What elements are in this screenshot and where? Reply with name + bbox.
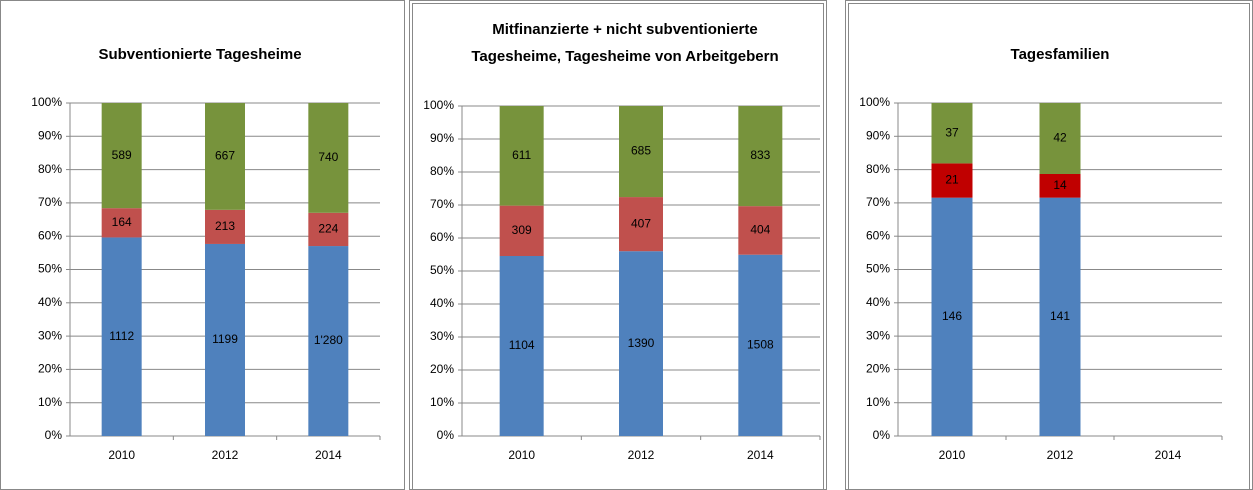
y-tick-label: 40% bbox=[430, 296, 454, 310]
y-tick-label: 10% bbox=[430, 395, 454, 409]
y-tick-label: 100% bbox=[859, 95, 890, 109]
data-label: 1'280 bbox=[314, 333, 343, 347]
y-tick-label: 90% bbox=[430, 131, 454, 145]
data-label: 833 bbox=[750, 148, 770, 162]
bar-segment bbox=[205, 103, 245, 210]
y-tick-label: 10% bbox=[866, 395, 890, 409]
data-label: 667 bbox=[215, 149, 235, 163]
y-tick-label: 70% bbox=[866, 195, 890, 209]
x-tick-label: 2014 bbox=[1155, 448, 1182, 462]
data-label: 309 bbox=[512, 223, 532, 237]
y-tick-label: 50% bbox=[430, 263, 454, 277]
bar-segment bbox=[931, 163, 973, 198]
y-tick-label: 0% bbox=[437, 428, 455, 442]
data-label: 164 bbox=[112, 215, 132, 229]
data-label: 42 bbox=[1053, 131, 1067, 145]
data-label: 685 bbox=[631, 144, 651, 158]
y-tick-label: 50% bbox=[38, 262, 62, 276]
y-tick-label: 40% bbox=[866, 295, 890, 309]
data-label: 589 bbox=[112, 148, 132, 162]
y-tick-label: 50% bbox=[866, 262, 890, 276]
bar-segment bbox=[738, 106, 783, 207]
data-label: 611 bbox=[512, 148, 531, 162]
data-label: 407 bbox=[631, 216, 651, 230]
chart-title: Tagesheime, Tagesheime von Arbeitgebern bbox=[471, 48, 778, 65]
data-label: 740 bbox=[318, 150, 338, 164]
x-tick-label: 2014 bbox=[315, 448, 342, 462]
bar-segment bbox=[101, 237, 142, 436]
bar-segment bbox=[738, 254, 783, 436]
bar-segment bbox=[499, 106, 544, 206]
data-label: 1199 bbox=[212, 332, 238, 346]
y-tick-label: 30% bbox=[430, 329, 454, 343]
y-tick-label: 10% bbox=[38, 395, 62, 409]
y-tick-label: 80% bbox=[430, 164, 454, 178]
bar-segment bbox=[499, 256, 544, 436]
data-label: 14 bbox=[1053, 178, 1067, 192]
y-tick-label: 60% bbox=[430, 230, 454, 244]
y-tick-label: 20% bbox=[38, 362, 62, 376]
bar-segment bbox=[205, 243, 245, 436]
y-tick-label: 0% bbox=[873, 428, 891, 442]
bar-segment bbox=[1039, 103, 1081, 174]
x-tick-label: 2012 bbox=[212, 448, 239, 462]
bar-segment bbox=[308, 103, 349, 213]
bar-segment bbox=[499, 205, 544, 256]
x-tick-label: 2012 bbox=[628, 448, 655, 462]
x-tick-label: 2010 bbox=[508, 448, 535, 462]
data-label: 1112 bbox=[109, 329, 134, 343]
bar-segment bbox=[619, 197, 663, 252]
bar-segment bbox=[931, 197, 973, 436]
chart-title: Tagesfamilien bbox=[1011, 46, 1110, 63]
y-tick-label: 80% bbox=[38, 162, 62, 176]
y-tick-label: 30% bbox=[866, 328, 890, 342]
y-tick-label: 90% bbox=[866, 128, 890, 142]
data-label: 213 bbox=[215, 219, 235, 233]
bar-segment bbox=[308, 212, 349, 247]
y-tick-label: 60% bbox=[866, 228, 890, 242]
y-tick-label: 100% bbox=[31, 95, 62, 109]
y-tick-label: 80% bbox=[866, 162, 890, 176]
y-tick-label: 70% bbox=[430, 197, 454, 211]
x-tick-label: 2014 bbox=[747, 448, 774, 462]
x-tick-label: 2010 bbox=[939, 448, 966, 462]
data-label: 1390 bbox=[628, 336, 655, 350]
data-label: 141 bbox=[1050, 309, 1070, 323]
data-label: 1104 bbox=[509, 338, 535, 352]
data-label: 146 bbox=[942, 309, 962, 323]
bar-segment bbox=[619, 251, 663, 436]
bar-segment bbox=[205, 209, 245, 244]
y-tick-label: 90% bbox=[38, 128, 62, 142]
x-tick-label: 2012 bbox=[1047, 448, 1074, 462]
data-label: 224 bbox=[318, 222, 338, 236]
y-tick-label: 60% bbox=[38, 228, 62, 242]
y-tick-label: 70% bbox=[38, 195, 62, 209]
data-label: 1508 bbox=[747, 338, 774, 352]
bar-segment bbox=[101, 208, 142, 238]
x-tick-label: 2010 bbox=[108, 448, 135, 462]
y-tick-label: 20% bbox=[430, 362, 454, 376]
bar-segment bbox=[738, 206, 783, 255]
bar-segment bbox=[308, 246, 349, 436]
y-tick-label: 40% bbox=[38, 295, 62, 309]
data-label: 21 bbox=[945, 173, 959, 187]
bar-segment bbox=[1039, 173, 1081, 198]
y-tick-label: 30% bbox=[38, 328, 62, 342]
data-label: 404 bbox=[750, 223, 770, 237]
y-tick-label: 20% bbox=[866, 362, 890, 376]
bar-segment bbox=[619, 106, 663, 198]
data-label: 37 bbox=[945, 125, 959, 139]
y-tick-label: 0% bbox=[45, 428, 63, 442]
chart-title: Mitfinanzierte + nicht subventionierte bbox=[492, 21, 757, 38]
y-tick-label: 100% bbox=[423, 98, 454, 112]
chart-title: Subventionierte Tagesheime bbox=[98, 46, 301, 63]
bar-segment bbox=[101, 103, 142, 209]
bar-segment bbox=[931, 103, 973, 164]
bar-segment bbox=[1039, 197, 1081, 436]
